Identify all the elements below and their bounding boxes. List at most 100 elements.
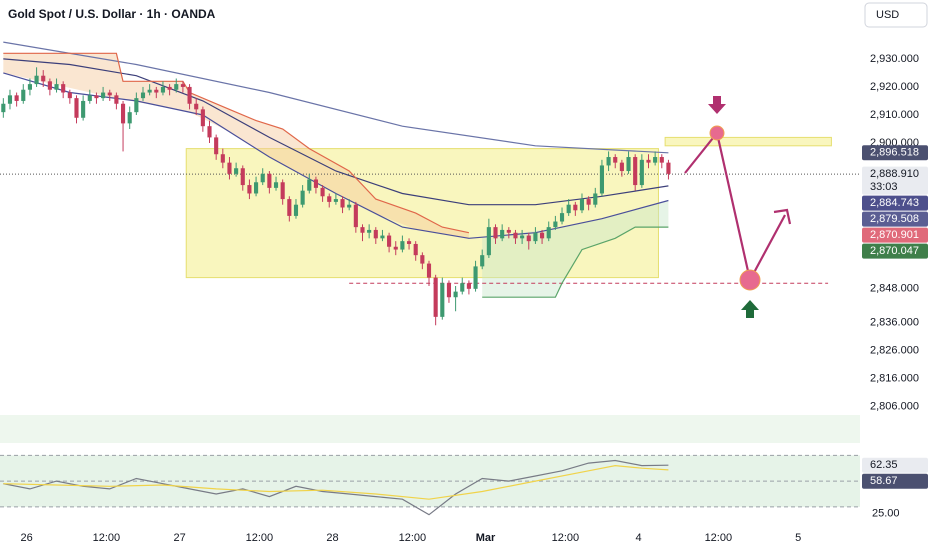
candle-body bbox=[586, 199, 591, 205]
candle-body bbox=[513, 232, 518, 239]
candle-body bbox=[227, 162, 232, 174]
candle-body bbox=[593, 193, 598, 205]
candle-body bbox=[313, 179, 318, 188]
y-tick-label: 2,836.000 bbox=[870, 316, 919, 328]
candle-body bbox=[54, 84, 59, 90]
candle-body bbox=[134, 98, 139, 113]
candle-body bbox=[41, 75, 46, 82]
candle-body bbox=[207, 126, 212, 138]
candle-body bbox=[500, 229, 505, 239]
price-tag bbox=[862, 211, 928, 227]
x-tick-label: 12:00 bbox=[246, 532, 274, 544]
cloud-fill bbox=[3, 53, 469, 239]
x-tick-label: 12:00 bbox=[93, 532, 121, 544]
candle-body bbox=[214, 137, 219, 155]
candle-body bbox=[367, 229, 372, 233]
candle-body bbox=[406, 241, 412, 244]
candle-body bbox=[74, 98, 79, 118]
candle-body bbox=[333, 199, 338, 202]
candle-body bbox=[659, 157, 664, 163]
x-tick-label: 28 bbox=[326, 532, 338, 544]
price-tag bbox=[862, 145, 928, 161]
candle-body bbox=[473, 266, 478, 289]
candle-body bbox=[127, 112, 132, 124]
candle-body bbox=[373, 229, 378, 239]
candle-body bbox=[81, 100, 86, 118]
candle-body bbox=[613, 157, 618, 163]
candle-body bbox=[273, 182, 279, 188]
candle-body bbox=[140, 92, 146, 99]
candle-body bbox=[639, 159, 644, 186]
indicator-line bbox=[3, 58, 669, 206]
candle-body bbox=[506, 229, 511, 233]
candle-body bbox=[147, 89, 152, 93]
candle-body bbox=[240, 168, 245, 186]
x-tick-label: 12:00 bbox=[399, 532, 427, 544]
candle-body bbox=[114, 95, 119, 104]
y-tick-label: 2,816.000 bbox=[870, 372, 919, 384]
drawing bbox=[684, 96, 792, 318]
candle-body bbox=[234, 168, 239, 174]
y-tick-label: 2,826.000 bbox=[870, 344, 919, 356]
candle-body bbox=[393, 246, 398, 250]
candle-body bbox=[47, 81, 52, 90]
axis-layer: 2,930.0002,920.0002,910.0002,900.0002,84… bbox=[20, 53, 928, 544]
candle-body bbox=[160, 86, 166, 93]
x-tick-label: 12:00 bbox=[552, 532, 580, 544]
candle-body bbox=[540, 232, 545, 239]
candle-body bbox=[546, 227, 551, 239]
candle-body bbox=[646, 159, 651, 163]
candle-body bbox=[120, 103, 126, 124]
background-layer bbox=[0, 53, 860, 508]
price-tag-label: 2,896.518 bbox=[870, 147, 919, 159]
price-tag bbox=[862, 243, 928, 259]
candle-body bbox=[633, 157, 638, 186]
point-marker bbox=[709, 125, 725, 141]
candle-body bbox=[573, 204, 578, 211]
y-tick-label: 2,806.000 bbox=[870, 400, 919, 412]
candle-body bbox=[254, 182, 259, 194]
price-tag bbox=[862, 166, 928, 195]
zone bbox=[664, 136, 832, 147]
down-arrow bbox=[708, 96, 726, 114]
candle-body bbox=[293, 204, 299, 216]
candle-body bbox=[420, 255, 425, 264]
y-tick-label: 2,930.000 bbox=[870, 53, 919, 65]
candle-body bbox=[353, 204, 358, 228]
candle-body bbox=[107, 92, 112, 96]
candle-body bbox=[174, 84, 179, 90]
currency-label[interactable]: USD bbox=[876, 9, 899, 21]
up-arrow bbox=[741, 300, 759, 318]
candle-body bbox=[327, 196, 332, 202]
candle-body bbox=[387, 235, 392, 247]
candle-body bbox=[101, 92, 106, 99]
candle-body bbox=[61, 84, 66, 93]
x-tick-label: 4 bbox=[635, 532, 641, 544]
rsi-tick-label: 25.00 bbox=[872, 507, 900, 519]
candle-body bbox=[413, 243, 418, 256]
candle-body bbox=[526, 235, 531, 242]
candle-body bbox=[307, 179, 312, 191]
candle-body bbox=[34, 75, 39, 85]
y-tick-label: 2,920.000 bbox=[870, 81, 919, 93]
x-tick-label: 12:00 bbox=[705, 532, 733, 544]
candle-body bbox=[553, 221, 558, 228]
price-tag-label: 2,888.910 bbox=[870, 168, 919, 180]
candle-body bbox=[21, 89, 26, 101]
candle-body bbox=[460, 283, 465, 292]
candle-body bbox=[380, 235, 385, 239]
currency-button[interactable] bbox=[864, 2, 928, 28]
plot-layer bbox=[1, 41, 671, 516]
candle-body bbox=[220, 154, 225, 163]
candle-body bbox=[67, 92, 72, 99]
rsi-tag-label: 58.67 bbox=[870, 475, 898, 487]
candle-body bbox=[400, 241, 405, 250]
candle-body bbox=[260, 173, 265, 183]
price-tag-label: 2,879.508 bbox=[870, 213, 919, 225]
chart-title: Gold Spot / U.S. Dollar · 1h · OANDA bbox=[8, 7, 216, 21]
pane-separator bbox=[0, 415, 860, 443]
price-tag bbox=[862, 195, 928, 211]
price-tag-label: 2,870.047 bbox=[870, 245, 919, 257]
candle-body bbox=[493, 227, 498, 239]
